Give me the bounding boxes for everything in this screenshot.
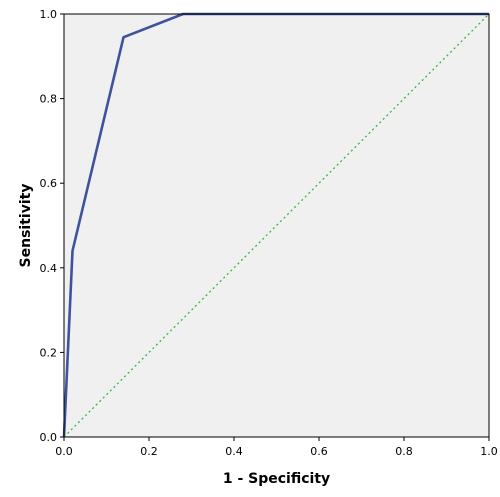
y-axis-title: Sensitivity	[18, 184, 34, 268]
y-axis-ticks: 0.0 0.2 0.4 0.6 0.8 1.0	[40, 8, 64, 444]
x-tick-label: 1.0	[480, 445, 498, 458]
y-tick-label: 1.0	[40, 8, 58, 21]
x-axis-title: 1 - Specificity	[223, 471, 330, 487]
plot-area	[64, 14, 489, 437]
plot-frame	[63, 13, 490, 438]
x-tick-label: 0.6	[310, 445, 328, 458]
y-tick-label: 0.2	[40, 346, 58, 359]
x-tick-label: 0.2	[140, 445, 158, 458]
x-tick-label: 0.4	[225, 445, 243, 458]
x-axis-ticks: 0.0 0.2 0.4 0.6 0.8 1.0	[55, 437, 498, 458]
y-tick-label: 0.8	[40, 93, 58, 106]
y-tick-label: 0.0	[40, 431, 58, 444]
y-tick-label: 0.6	[40, 177, 58, 190]
y-tick-label: 0.4	[40, 262, 58, 275]
x-tick-label: 0.8	[395, 445, 413, 458]
x-tick-label: 0.0	[55, 445, 73, 458]
